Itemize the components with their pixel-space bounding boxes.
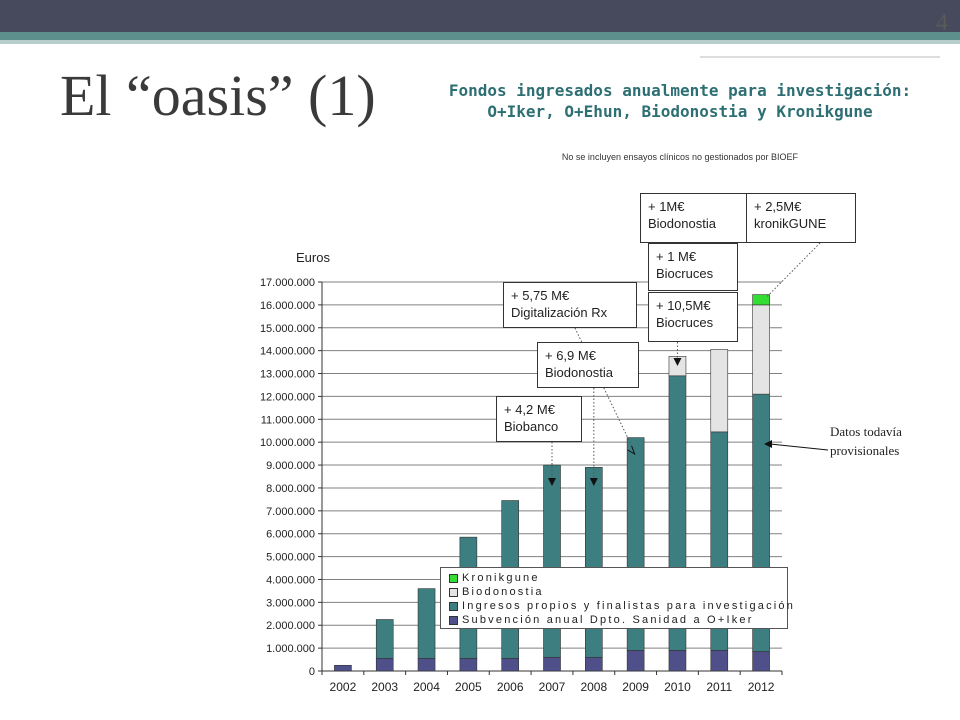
y-tick-label: 9.000.000 (266, 460, 315, 472)
y-tick-label: 2.000.000 (266, 620, 315, 632)
y-tick-label: 4.000.000 (266, 574, 315, 586)
chart-title: Fondos ingresados anualmente para invest… (448, 81, 912, 121)
bar-segment (501, 658, 519, 672)
x-tick-label: 2004 (413, 680, 440, 694)
y-tick-label: 0 (309, 666, 315, 678)
bar-segment (375, 658, 394, 672)
x-tick-label: 2008 (580, 680, 607, 694)
arrow-digitalizacion (627, 445, 636, 456)
y-tick-label: 15.000.000 (260, 323, 315, 335)
callout-biocruces-105: + 10,5M€ Biocruces (648, 292, 738, 342)
arrow-biocruces (673, 358, 682, 366)
top-bar (0, 0, 960, 32)
provisional-note: Datos todavía provisionales (830, 424, 902, 458)
legend-label: Kronikgune (462, 572, 540, 584)
legend-item: Subvención anual Dpto. Sanidad a O+Iker (449, 613, 779, 627)
x-tick-label: 2005 (455, 680, 482, 694)
y-axis-label: Euros (296, 250, 330, 265)
connector-note (769, 443, 829, 451)
bar-segment (459, 658, 478, 672)
legend-item: Biodonostia (449, 585, 779, 599)
y-tick-label: 16.000.000 (260, 300, 315, 312)
legend-item: Kronikgune (449, 571, 779, 585)
legend-label: Ingresos propios y finalistas para inves… (462, 600, 796, 612)
y-tick-label: 11.000.000 (261, 414, 315, 426)
connector-kronikgune (766, 242, 821, 297)
x-tick-label: 2007 (539, 680, 566, 694)
bar-segment (710, 349, 729, 433)
callout-digitalizacion: + 5,75 M€ Digitalización Rx (503, 282, 637, 328)
x-tick-label: 2010 (664, 680, 691, 694)
y-tick-label: 7.000.000 (266, 506, 315, 518)
bar-segment (417, 588, 436, 659)
legend-swatch (449, 601, 458, 611)
y-tick-label: 6.000.000 (266, 529, 315, 541)
arrow-biobanco (548, 478, 556, 486)
arrow-biodonostia-69 (589, 478, 598, 486)
y-tick-label: 3.000.000 (266, 597, 315, 609)
x-tick-label: 2006 (497, 680, 524, 694)
bar-segment (543, 656, 561, 672)
legend-swatch (449, 573, 458, 583)
y-tick-label: 8.000.000 (266, 483, 315, 495)
legend-label: Subvención anual Dpto. Sanidad a O+Iker (462, 614, 754, 626)
x-tick-label: 2009 (622, 680, 649, 694)
accent-stripe (0, 32, 960, 40)
bar-segment (668, 650, 687, 672)
y-tick-label: 1.000.000 (266, 643, 315, 655)
decor-line (570, 47, 890, 49)
bar-segment (417, 658, 436, 672)
bar-segment (752, 304, 770, 395)
bar-segment (752, 294, 770, 306)
accent-stripe-light (0, 40, 960, 44)
connector-digitalizacion (574, 327, 635, 451)
bar-segment (710, 650, 729, 672)
callout-biocruces-1: + 1 M€ Biocruces (648, 243, 738, 291)
legend-item: Ingresos propios y finalistas para inves… (449, 599, 793, 613)
x-tick-label: 2012 (748, 680, 775, 694)
x-tick-label: 2002 (330, 680, 357, 694)
bar-segment (626, 650, 645, 672)
callout-biobanco: + 4,2 M€ Biobanco (496, 396, 582, 442)
page-number: 4 (936, 10, 948, 36)
legend-label: Biodonostia (462, 586, 544, 598)
chart-subtitle: No se incluyen ensayos clínicos no gesti… (561, 152, 799, 162)
y-tick-label: 13.000.000 (260, 369, 315, 381)
callout-biodonostia-1: + 1M€ Biodonostia (640, 193, 748, 243)
slide-title: El “oasis” (1) (60, 63, 376, 128)
callout-biodonostia-69: + 6,9 M€ Biodonostia (537, 342, 639, 388)
callout-kronikgune: + 2,5M€ kronikGUNE (746, 193, 856, 243)
y-tick-label: 5.000.000 (266, 552, 315, 564)
bar-segment (752, 651, 770, 672)
y-tick-label: 12.000.000 (260, 391, 315, 403)
bar-segment (334, 664, 352, 672)
bar-segment (375, 619, 394, 659)
y-tick-label: 10.000.000 (260, 437, 315, 449)
legend-swatch (449, 615, 458, 625)
legend-swatch (449, 587, 458, 597)
bar-segment (585, 656, 603, 672)
y-tick-label: 14.000.000 (260, 346, 315, 358)
x-tick-label: 2011 (706, 680, 732, 694)
decor-line (700, 56, 940, 58)
arrow-note (764, 440, 772, 448)
y-tick-label: 17.000.000 (260, 277, 315, 289)
x-tick-label: 2003 (371, 680, 398, 694)
chart-legend: Kronikgune Biodonostia Ingresos propios … (440, 567, 793, 629)
